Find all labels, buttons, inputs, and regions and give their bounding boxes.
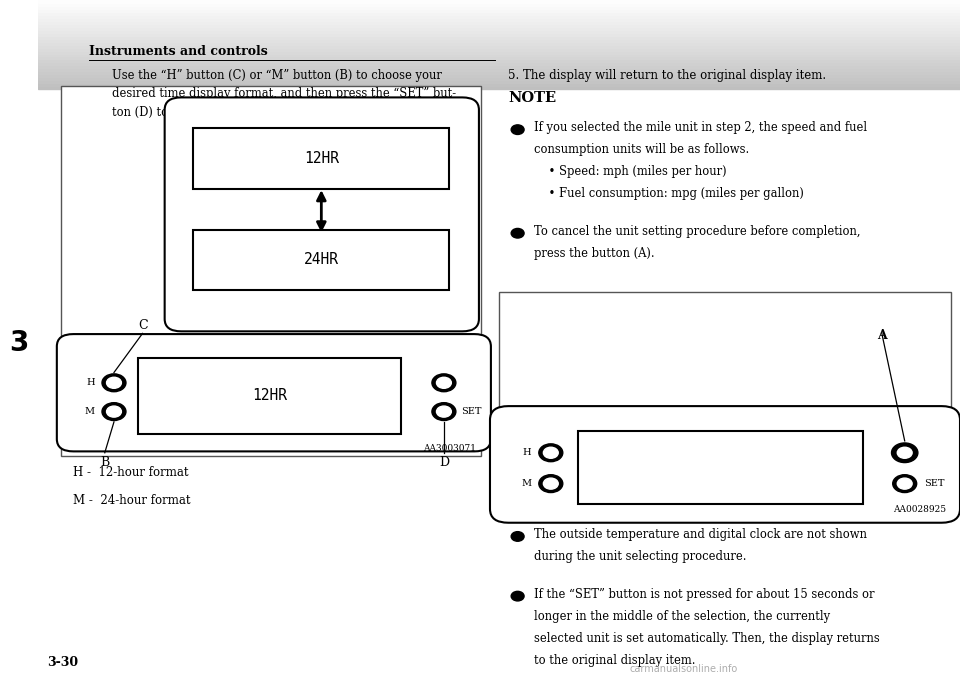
Bar — [38, 38, 960, 42]
Bar — [38, 83, 960, 86]
Circle shape — [543, 447, 558, 458]
Text: 3: 3 — [10, 329, 29, 357]
Circle shape — [511, 591, 524, 601]
Bar — [38, 51, 960, 54]
Bar — [38, 36, 960, 38]
Text: A: A — [877, 329, 887, 342]
Bar — [38, 6, 960, 9]
Bar — [38, 62, 960, 65]
Text: 12HR: 12HR — [252, 388, 287, 403]
Bar — [38, 60, 960, 62]
Text: 5. The display will return to the original display item.: 5. The display will return to the origin… — [509, 69, 827, 82]
Text: 12HR: 12HR — [303, 151, 339, 166]
Bar — [38, 33, 960, 36]
Text: If you selected the mile unit in step 2, the speed and fuel: If you selected the mile unit in step 2,… — [534, 121, 867, 134]
Bar — [193, 128, 449, 189]
Text: Use the “H” button (C) or “M” button (B) to choose your
desired time display for: Use the “H” button (C) or “M” button (B)… — [112, 69, 456, 119]
Text: press the button (A).: press the button (A). — [534, 247, 655, 260]
Circle shape — [539, 444, 563, 462]
Text: longer in the middle of the selection, the currently: longer in the middle of the selection, t… — [534, 610, 830, 623]
Text: NOTE: NOTE — [509, 91, 557, 104]
Bar — [38, 80, 960, 83]
Text: M -  24-hour format: M - 24-hour format — [73, 494, 191, 507]
Circle shape — [437, 377, 451, 388]
Bar — [38, 29, 960, 33]
Bar — [38, 54, 960, 56]
Text: H -  12-hour format: H - 12-hour format — [73, 466, 189, 480]
Circle shape — [539, 475, 563, 493]
Text: C: C — [138, 319, 148, 332]
Bar — [38, 15, 960, 18]
Circle shape — [432, 403, 456, 421]
Circle shape — [898, 447, 912, 458]
Circle shape — [102, 403, 126, 421]
Bar — [193, 230, 449, 290]
Bar — [38, 42, 960, 45]
Bar — [38, 12, 960, 15]
Text: B: B — [100, 456, 109, 469]
Circle shape — [893, 475, 917, 493]
Bar — [38, 21, 960, 24]
Bar — [38, 18, 960, 21]
Text: during the unit selecting procedure.: during the unit selecting procedure. — [534, 550, 747, 563]
Circle shape — [107, 406, 121, 417]
Bar — [138, 358, 400, 434]
Circle shape — [892, 443, 918, 462]
Bar — [38, 45, 960, 47]
Text: 3-30: 3-30 — [48, 656, 79, 669]
Bar — [38, 65, 960, 69]
Text: M: M — [84, 407, 95, 416]
FancyBboxPatch shape — [61, 86, 481, 456]
Bar — [38, 9, 960, 12]
Bar — [38, 27, 960, 29]
FancyBboxPatch shape — [165, 97, 479, 331]
Text: H: H — [86, 378, 95, 388]
Text: selected unit is set automatically. Then, the display returns: selected unit is set automatically. Then… — [534, 632, 880, 645]
Circle shape — [511, 228, 524, 238]
Text: 24HR: 24HR — [303, 252, 339, 268]
FancyBboxPatch shape — [499, 292, 950, 518]
Text: To cancel the unit setting procedure before completion,: To cancel the unit setting procedure bef… — [534, 225, 861, 238]
Bar — [38, 78, 960, 80]
Circle shape — [437, 406, 451, 417]
Circle shape — [543, 478, 558, 489]
Bar — [38, 69, 960, 71]
Circle shape — [107, 377, 121, 388]
Text: SET: SET — [462, 407, 482, 416]
Text: to the original display item.: to the original display item. — [534, 654, 696, 667]
Text: • Speed: mph (miles per hour): • Speed: mph (miles per hour) — [534, 165, 727, 178]
Text: consumption units will be as follows.: consumption units will be as follows. — [534, 143, 750, 156]
Circle shape — [898, 478, 912, 489]
Text: If the “SET” button is not pressed for about 15 seconds or: If the “SET” button is not pressed for a… — [534, 588, 875, 601]
Circle shape — [102, 374, 126, 392]
Circle shape — [511, 125, 524, 134]
Text: The outside temperature and digital clock are not shown: The outside temperature and digital cloc… — [534, 528, 867, 541]
Circle shape — [432, 374, 456, 392]
Text: • Fuel consumption: mpg (miles per gallon): • Fuel consumption: mpg (miles per gallo… — [534, 187, 804, 200]
Circle shape — [511, 532, 524, 541]
Bar — [38, 3, 960, 6]
FancyBboxPatch shape — [57, 334, 491, 451]
Text: D: D — [439, 456, 449, 469]
Text: AA0028925: AA0028925 — [893, 506, 947, 514]
Bar — [38, 71, 960, 74]
Bar — [38, 74, 960, 78]
Bar — [38, 24, 960, 27]
Bar — [38, 56, 960, 60]
Text: Instruments and controls: Instruments and controls — [89, 45, 268, 58]
Text: SET: SET — [924, 479, 945, 488]
Text: H: H — [523, 448, 532, 458]
FancyBboxPatch shape — [490, 406, 960, 523]
Bar — [38, 47, 960, 51]
Text: carmanualsonline.info: carmanualsonline.info — [630, 663, 737, 674]
Text: AA3003071: AA3003071 — [423, 444, 476, 453]
Bar — [38, 86, 960, 89]
Bar — [38, 0, 960, 3]
Text: M: M — [521, 479, 532, 488]
Bar — [578, 431, 863, 504]
